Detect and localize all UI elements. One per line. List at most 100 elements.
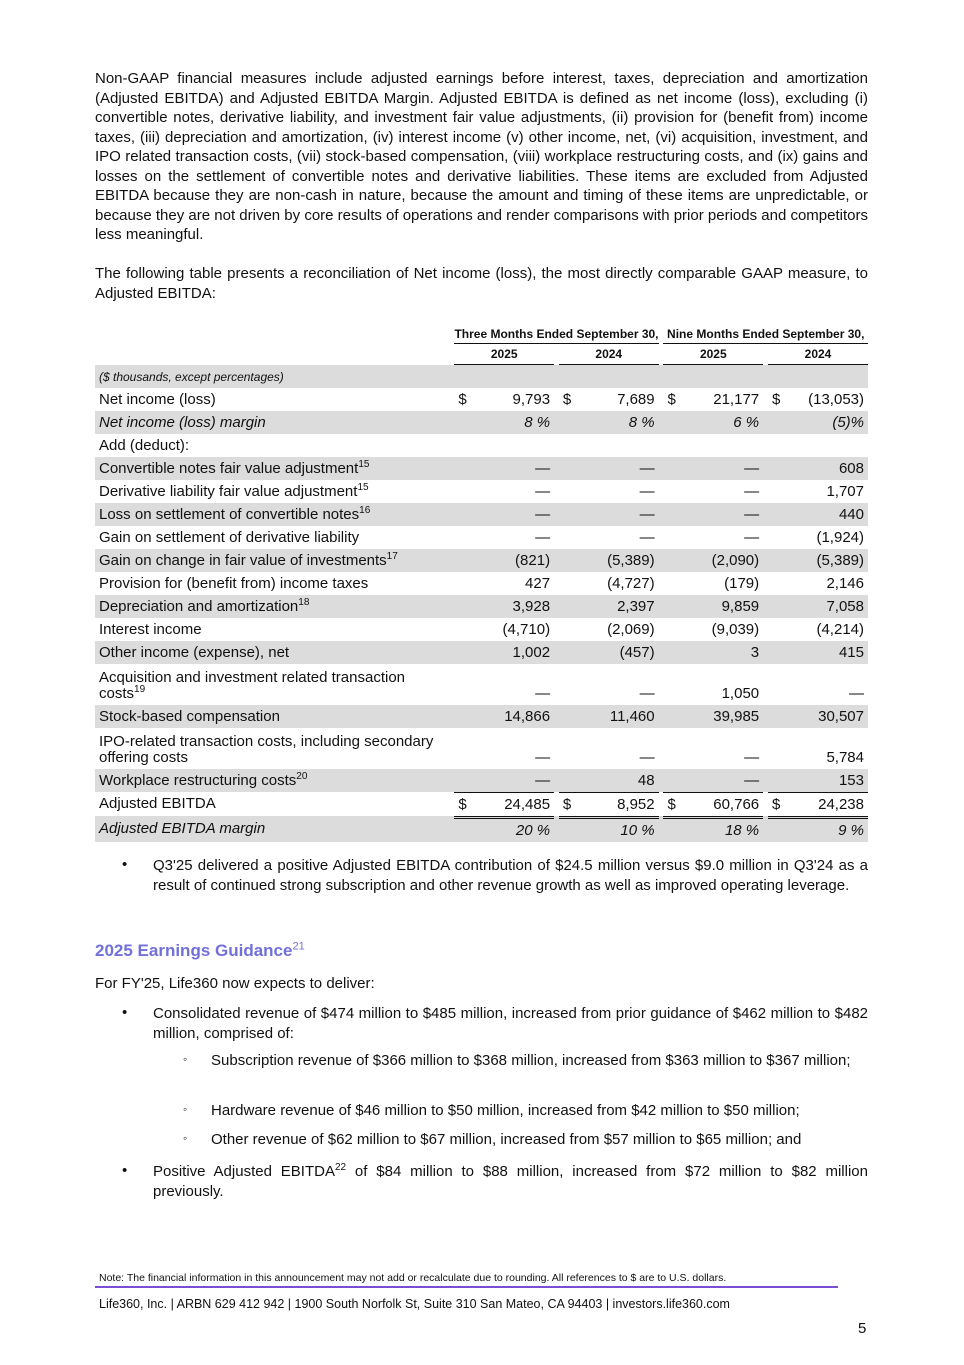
bullet-icon: • [122, 1004, 128, 1021]
cell-value: 60,766 [713, 796, 760, 813]
dollar-sign: $ [562, 391, 572, 408]
cell-value: 5,784 [826, 749, 864, 766]
cell-value: — [744, 506, 760, 523]
footnote-ref: 17 [386, 550, 398, 562]
text: Positive Adjusted EBITDA [153, 1163, 335, 1180]
ebitda-reconciliation-table: Three Months Ended September 30, Nine Mo… [95, 313, 868, 842]
cell-value: 3,928 [512, 598, 551, 615]
cell-value: — [744, 483, 760, 500]
row-label: Interest income [99, 620, 202, 638]
header-year: 2024 [767, 344, 868, 365]
header-year: 2024 [558, 344, 659, 365]
cell-value: 24,485 [504, 796, 551, 813]
table-row: Provision for (benefit from) income taxe… [95, 572, 868, 595]
cell-value: 9 % [838, 822, 864, 839]
row-label: Net income (loss) margin [99, 413, 266, 431]
cell-value: 11,460 [609, 708, 655, 725]
row-label: Loss on settlement of convertible notes [99, 505, 360, 523]
guidance-sub-subscription: Subscription revenue of $366 million to … [211, 1052, 851, 1069]
row-label: Gain on change in fair value of investme… [99, 551, 387, 569]
cell-value: — [535, 506, 551, 523]
cell-value: 30,507 [818, 708, 864, 725]
cell-value: 24,238 [818, 796, 864, 813]
cell-value: — [639, 749, 655, 766]
header-year: 2025 [663, 344, 764, 365]
row-label: Adjusted EBITDA margin [99, 820, 266, 837]
footnote-ref: 15 [358, 458, 370, 470]
cell-value: (5)% [832, 414, 864, 431]
cell-value: 8,952 [617, 796, 655, 813]
footer-note: Note: The financial information in this … [99, 1272, 727, 1284]
cell-value: 18 % [724, 822, 760, 839]
bullet-icon: • [122, 856, 128, 873]
cell-value: (457) [619, 644, 655, 661]
row-label: Derivative liability fair value adjustme… [99, 482, 358, 500]
footer-divider [95, 1286, 838, 1288]
header-nine-months: Nine Months Ended September 30, [663, 313, 868, 344]
cell-value: — [535, 685, 551, 702]
row-label: Provision for (benefit from) income taxe… [99, 574, 369, 592]
header-year: 2025 [454, 344, 555, 365]
footnote-ref: 18 [298, 596, 310, 608]
guidance-heading-text: 2025 Earnings Guidance [95, 941, 293, 960]
intro-paragraph: Non-GAAP financial measures include adju… [95, 70, 868, 243]
cell-value: 153 [838, 772, 864, 789]
cell-value: (5,389) [607, 552, 655, 569]
guidance-bullet-ebitda: Positive Adjusted EBITDA22 of $84 millio… [153, 1162, 868, 1201]
table-row: Net income (loss) $9,793 $7,689 $21,177 $ (13… [95, 388, 868, 411]
guidance-sub-other: Other revenue of $62 million to $67 mill… [211, 1131, 802, 1148]
table-row: Depreciation and amortization18 3,928 2,39… [95, 595, 868, 618]
table-row: Acquisition and investment related trans… [95, 664, 868, 705]
cell-value: — [535, 772, 551, 789]
table-row: Adjusted EBITDA $24,485 $8,952 $60,766 $24,2… [95, 792, 868, 816]
cell-value: (4,214) [816, 621, 864, 638]
cell-value: — [535, 483, 551, 500]
cell-value: (2,090) [711, 552, 760, 569]
row-label: Workplace restructuring costs [99, 771, 297, 789]
cell-value: 14,866 [504, 708, 551, 725]
cell-value: 1,050 [721, 685, 760, 702]
table-row: Net income (loss) margin 8 % 8 % 6 % (5)% [95, 411, 868, 434]
cell-value: — [535, 529, 551, 546]
table-row: Gain on change in fair value of investme… [95, 549, 868, 572]
cell-value: 415 [838, 644, 864, 661]
cell-value: — [535, 460, 551, 477]
cell-value: — [639, 483, 655, 500]
cell-value: 10 % [620, 822, 655, 839]
cell-value: (4,727) [607, 575, 655, 592]
row-label: Convertible notes fair value adjustment [99, 459, 359, 477]
table-intro: The following table presents a reconcili… [95, 265, 868, 302]
cell-value: (2,069) [607, 621, 655, 638]
footnote-ref: 20 [296, 770, 308, 782]
cell-value: — [744, 749, 760, 766]
cell-value: — [849, 685, 864, 702]
cell-value: — [535, 749, 551, 766]
table-row: Interest income (4,710) (2,069) (9,039) (4,2… [95, 618, 868, 641]
cell-value: 608 [838, 460, 864, 477]
sub-bullet-icon: ◦ [183, 1052, 188, 1066]
cell-value: 9,793 [512, 391, 551, 408]
footer-company-info: Life360, Inc. | ARBN 629 412 942 | 1900 … [99, 1297, 730, 1311]
page-number: 5 [858, 1320, 867, 1337]
cell-value: — [639, 506, 655, 523]
table-row: Add (deduct): [95, 434, 868, 457]
dollar-sign: $ [458, 796, 467, 813]
row-label: Stock-based compensation [99, 707, 280, 725]
cell-value: 3 [750, 644, 760, 661]
dollar-sign: $ [458, 391, 467, 408]
cell-value: — [744, 772, 760, 789]
cell-value: (1,924) [816, 529, 864, 546]
dollar-sign: $ [771, 796, 781, 813]
guidance-heading: 2025 Earnings Guidance21 [95, 941, 305, 961]
guidance-lead: For FY'25, Life360 now expects to delive… [95, 975, 375, 992]
cell-value: 2,397 [617, 598, 655, 615]
cell-value: 9,859 [721, 598, 760, 615]
cell-value: 7,058 [826, 598, 864, 615]
sub-bullet-icon: ◦ [183, 1131, 188, 1145]
row-label: Add (deduct): [99, 436, 190, 454]
cell-value: 7,689 [617, 391, 655, 408]
dollar-sign: $ [667, 391, 676, 408]
cell-value: 2,146 [826, 575, 864, 592]
cell-value: — [744, 529, 760, 546]
footnote-ref: 16 [359, 504, 371, 516]
